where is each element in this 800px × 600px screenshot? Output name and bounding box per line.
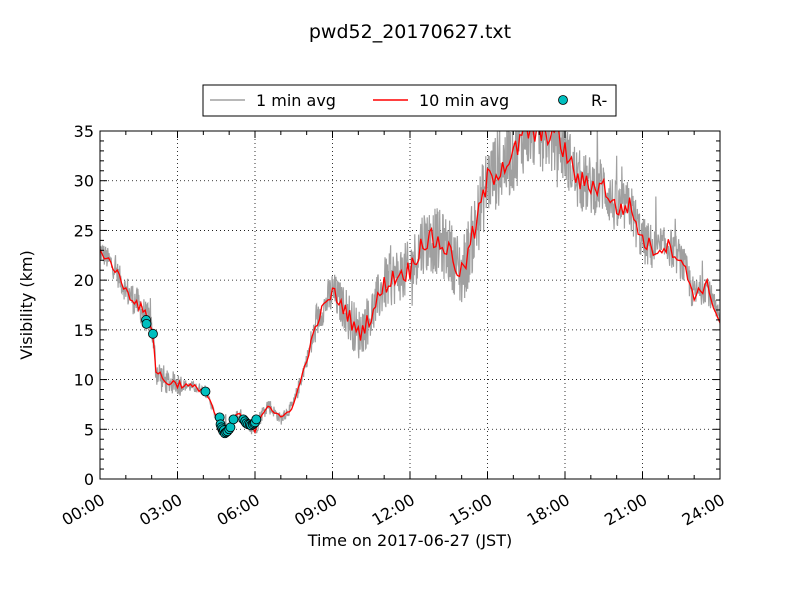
- y-axis-label: Visibility (km): [17, 250, 36, 359]
- legend: 1 min avg 10 min avg R-: [202, 84, 617, 117]
- x-tick-label: 09:00: [291, 490, 340, 530]
- rain-marker: [200, 386, 211, 397]
- x-tick-label: 21:00: [601, 490, 650, 530]
- x-tick-label: 24:00: [679, 490, 728, 530]
- y-tick-label: 20: [74, 271, 94, 290]
- legend-frame: [202, 84, 617, 117]
- y-tick-label: 25: [74, 221, 94, 240]
- x-tick-label: 18:00: [524, 490, 573, 530]
- y-tick-label: 35: [74, 122, 94, 141]
- rain-marker: [148, 328, 158, 339]
- x-axis-label: Time on 2017-06-27 (JST): [307, 531, 512, 550]
- x-tick-labels: 00:00 03:00 06:00 09:00 12:00 15:00 18:00 21:00…: [59, 490, 728, 530]
- series-rain-markers: [141, 315, 262, 439]
- y-tick-label: 0: [84, 470, 94, 489]
- x-tick-label: 00:00: [59, 490, 108, 530]
- line-10min-avg: [100, 131, 720, 435]
- axis-ticks: [99, 130, 721, 480]
- y-tick-label: 5: [84, 420, 94, 439]
- chart-title: pwd52_20170627.txt: [309, 21, 511, 43]
- y-tick-label: 30: [74, 172, 94, 191]
- rain-marker: [141, 318, 152, 329]
- x-tick-label: 15:00: [446, 490, 495, 530]
- legend-label-rain: R-: [591, 91, 607, 110]
- y-tick-labels: 0 5 10 15 20 25 30 35: [74, 122, 94, 489]
- y-tick-label: 15: [74, 321, 94, 340]
- y-tick-label: 10: [74, 371, 94, 390]
- series-10min-avg: [100, 131, 720, 435]
- rain-marker: [228, 414, 239, 425]
- legend-label-10min: 10 min avg: [419, 91, 509, 110]
- x-tick-label: 06:00: [214, 490, 263, 530]
- legend-marker-rain: [558, 95, 568, 105]
- x-tick-label: 03:00: [136, 490, 185, 530]
- legend-label-1min: 1 min avg: [256, 91, 336, 110]
- rain-marker: [251, 414, 262, 425]
- x-tick-label: 12:00: [369, 490, 418, 530]
